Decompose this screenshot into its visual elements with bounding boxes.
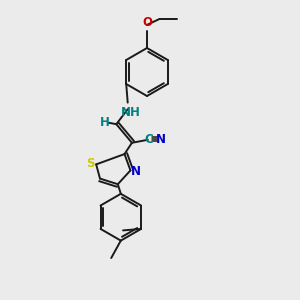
Text: O: O xyxy=(142,16,152,29)
Text: C: C xyxy=(144,133,153,146)
Text: N: N xyxy=(155,133,165,146)
Text: S: S xyxy=(86,157,95,170)
Text: N: N xyxy=(131,165,141,178)
Text: NH: NH xyxy=(121,106,141,118)
Text: H: H xyxy=(100,116,110,129)
